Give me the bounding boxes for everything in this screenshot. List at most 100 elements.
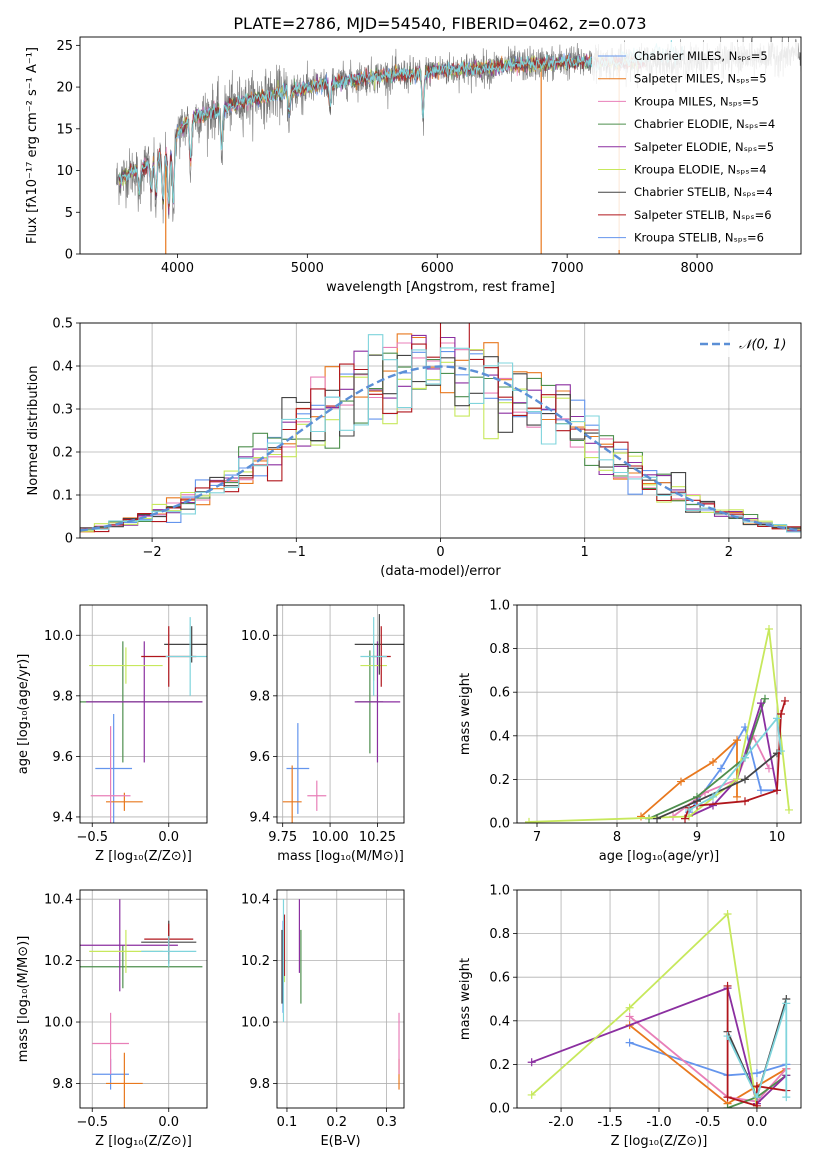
weight-marker-1 bbox=[757, 786, 765, 795]
legend: 𝒩(0, 1) bbox=[693, 331, 795, 357]
weight-marker-9 bbox=[741, 753, 749, 762]
weight-marker-7 bbox=[653, 814, 661, 823]
weight-marker-4 bbox=[723, 1104, 732, 1108]
legend-box bbox=[693, 331, 795, 357]
y-tick-label: 9.8 bbox=[52, 1077, 73, 1092]
y-tick-label: 0 bbox=[65, 248, 73, 263]
weight-series-7 bbox=[656, 752, 778, 820]
weight-marker-8 bbox=[777, 710, 785, 718]
x-tick-label: 0 bbox=[436, 545, 444, 560]
y-tick-label: 10.0 bbox=[44, 1016, 73, 1031]
x-axis-label: Z [log₁₀(Z/Z⊙)] bbox=[95, 1134, 192, 1149]
histogram-step-9 bbox=[80, 334, 801, 534]
plot-area bbox=[281, 899, 400, 1090]
weight-marker-8 bbox=[752, 1101, 761, 1108]
x-tick-label: -0.5 bbox=[695, 1115, 720, 1130]
y-tick-label: 10.4 bbox=[241, 893, 270, 908]
x-tick-label: 6000 bbox=[421, 261, 454, 276]
weight-marker-4 bbox=[761, 694, 769, 703]
y-tick-label: 0.6 bbox=[489, 686, 510, 701]
axes-mass-vs-Z: −0.5 0.0 9.8 10.0 10.2 10.4 Z [log₁₀(Z/Z⊙)] mas… bbox=[16, 889, 208, 1149]
model-line-9 bbox=[118, 54, 646, 204]
axes-frame bbox=[79, 36, 802, 255]
weight-marker-9 bbox=[709, 792, 717, 801]
x-tick-label: 10.00 bbox=[311, 830, 348, 845]
y-tick-label: 25 bbox=[56, 39, 73, 54]
x-axis-label: E(B-V) bbox=[320, 1134, 360, 1149]
x-tick-label: 0.0 bbox=[747, 1115, 768, 1130]
weight-marker-8 bbox=[723, 1093, 732, 1102]
y-axis-label: Normed distribution bbox=[26, 366, 41, 496]
y-tick-label: 0.0 bbox=[489, 1102, 510, 1117]
weight-series-1 bbox=[629, 1041, 787, 1077]
y-tick-label: 0.2 bbox=[489, 773, 510, 788]
weight-series-6 bbox=[528, 628, 790, 823]
x-tick-label: 1 bbox=[581, 545, 589, 560]
axes-frame bbox=[79, 322, 802, 539]
weight-marker-1 bbox=[625, 1038, 634, 1047]
weight-series-2 bbox=[629, 1024, 787, 1105]
x-tick-label: 7 bbox=[533, 830, 541, 845]
y-tick-label: 9.6 bbox=[249, 750, 270, 765]
x-tick-label: 8000 bbox=[681, 261, 714, 276]
weight-marker-9 bbox=[752, 1093, 761, 1102]
y-axis-label: mass weight bbox=[458, 673, 473, 755]
y-tick-label: 0.4 bbox=[52, 360, 73, 375]
y-tick-label: 0.2 bbox=[489, 1058, 510, 1073]
axes-weight-vs-age: 7 8 9 10 0.0 0.2 0.4 0.6 0.8 1.0 age [log₁₀(age/yr… bbox=[458, 599, 802, 864]
x-tick-label: −2 bbox=[143, 545, 162, 560]
y-tick-label: 10.4 bbox=[44, 893, 73, 908]
y-tick-label: 10 bbox=[56, 164, 73, 179]
y-tick-label: 10.0 bbox=[44, 629, 73, 644]
x-tick-label: −0.5 bbox=[76, 830, 108, 845]
x-tick-label: 0.3 bbox=[376, 1115, 397, 1130]
weight-marker-9 bbox=[782, 1093, 791, 1102]
weight-series-4 bbox=[648, 698, 766, 820]
figure-title: PLATE=2786, MJD=54540, FIBERID=0462, z=0… bbox=[233, 14, 646, 33]
legend-label: Kroupa MILES, Nₛₚₛ=5 bbox=[634, 94, 759, 108]
y-axis-label: mass [log₁₀(M/M⊙)] bbox=[16, 936, 31, 1063]
y-tick-label: 20 bbox=[56, 81, 73, 96]
weight-marker-7 bbox=[741, 775, 749, 784]
y-tick-label: 0.5 bbox=[52, 317, 73, 332]
legend-label: Chabrier ELODIE, Nₛₚₛ=4 bbox=[634, 117, 775, 131]
x-tick-label: -1.0 bbox=[646, 1115, 671, 1130]
x-tick-label: 0.0 bbox=[158, 830, 179, 845]
weight-marker-2 bbox=[637, 812, 645, 821]
weight-marker-5 bbox=[709, 801, 717, 810]
y-tick-label: 1.0 bbox=[489, 599, 510, 614]
axes-frame bbox=[516, 889, 802, 1109]
y-tick-label: 0.4 bbox=[489, 729, 510, 744]
plot-area bbox=[80, 617, 207, 823]
legend-label: Chabrier STELIB, Nₛₚₛ=4 bbox=[634, 185, 773, 199]
normal-reference-curve bbox=[80, 365, 801, 532]
x-tick-label: 0.1 bbox=[277, 1115, 298, 1130]
y-tick-label: 9.8 bbox=[52, 689, 73, 704]
weight-marker-8 bbox=[781, 696, 789, 705]
x-axis-label: Z [log₁₀(Z/Z⊙)] bbox=[611, 1134, 708, 1149]
weight-marker-5 bbox=[757, 699, 765, 708]
y-tick-label: 0.8 bbox=[489, 927, 510, 942]
y-tick-label: 0 bbox=[65, 532, 73, 547]
x-axis-label: (data-model)/error bbox=[380, 564, 501, 579]
axes-residuals: −2 −1 0 1 2 0 0.1 0.2 0.3 0.4 0.5 (data-model)/erro… bbox=[26, 317, 802, 579]
axes-weight-vs-Z: -2.0 -1.5 -1.0 -0.5 0.0 0.0 0.2 0.4 0.6 0.8 1.0 Z [… bbox=[458, 884, 802, 1149]
axes-frame bbox=[79, 604, 208, 824]
plot-area bbox=[80, 899, 203, 1108]
weight-series-9 bbox=[726, 1003, 788, 1100]
x-axis-label: wavelength [Angstrom, rest frame] bbox=[326, 280, 555, 295]
weight-marker-6 bbox=[765, 624, 773, 633]
x-tick-label: 5000 bbox=[291, 261, 324, 276]
weight-marker-2 bbox=[709, 757, 717, 766]
weight-marker-6 bbox=[723, 909, 732, 918]
x-tick-label: 4000 bbox=[161, 261, 194, 276]
y-tick-label: 0.3 bbox=[52, 403, 73, 418]
y-tick-label: 0.0 bbox=[489, 817, 510, 832]
legend-label: 𝒩(0, 1) bbox=[739, 338, 786, 353]
plot-area bbox=[527, 909, 791, 1108]
x-tick-label: 10.25 bbox=[359, 830, 396, 845]
x-axis-label: mass [log₁₀(M/M⊙)] bbox=[277, 849, 404, 864]
legend-label: Kroupa ELODIE, Nₛₚₛ=4 bbox=[634, 163, 767, 177]
weight-marker-9 bbox=[777, 747, 785, 756]
y-tick-label: 0.2 bbox=[52, 446, 73, 461]
